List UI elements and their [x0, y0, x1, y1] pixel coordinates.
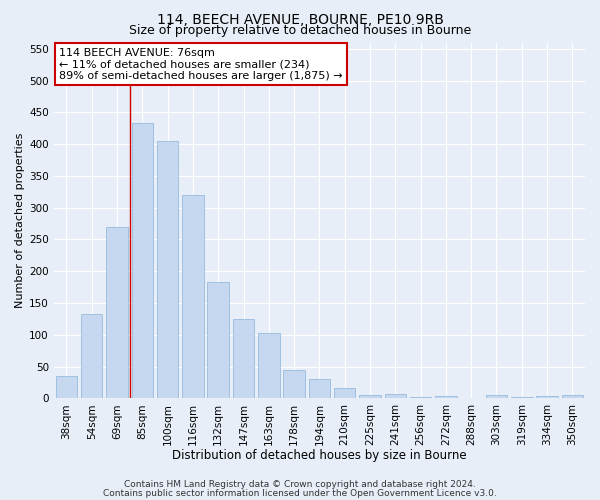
Bar	[410, 397, 431, 398]
Bar	[233, 319, 254, 398]
Text: Contains HM Land Registry data © Crown copyright and database right 2024.: Contains HM Land Registry data © Crown c…	[124, 480, 476, 489]
Text: Size of property relative to detached houses in Bourne: Size of property relative to detached ho…	[129, 24, 471, 37]
Bar	[562, 395, 583, 398]
Text: 114, BEECH AVENUE, BOURNE, PE10 9RB: 114, BEECH AVENUE, BOURNE, PE10 9RB	[157, 12, 443, 26]
Bar	[208, 282, 229, 399]
X-axis label: Distribution of detached houses by size in Bourne: Distribution of detached houses by size …	[172, 450, 467, 462]
Bar	[511, 397, 533, 398]
Bar	[157, 141, 178, 399]
Bar	[435, 396, 457, 398]
Bar	[334, 388, 355, 398]
Bar	[308, 380, 330, 398]
Bar	[56, 376, 77, 398]
Text: 114 BEECH AVENUE: 76sqm
← 11% of detached houses are smaller (234)
89% of semi-d: 114 BEECH AVENUE: 76sqm ← 11% of detache…	[59, 48, 343, 81]
Bar	[536, 396, 558, 398]
Bar	[131, 123, 153, 398]
Bar	[182, 195, 203, 398]
Bar	[359, 395, 381, 398]
Bar	[486, 395, 507, 398]
Bar	[258, 333, 280, 398]
Bar	[106, 227, 128, 398]
Y-axis label: Number of detached properties: Number of detached properties	[15, 132, 25, 308]
Text: Contains public sector information licensed under the Open Government Licence v3: Contains public sector information licen…	[103, 488, 497, 498]
Bar	[385, 394, 406, 398]
Bar	[283, 370, 305, 398]
Bar	[81, 314, 103, 398]
